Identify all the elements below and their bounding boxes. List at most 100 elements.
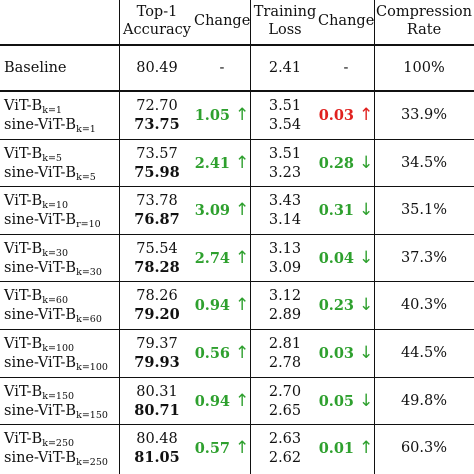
accuracy-change-value: 0.57: [194, 440, 231, 458]
vit-subscript: k=10: [42, 200, 69, 212]
loss-change-arrow-icon: ↓: [359, 152, 374, 173]
sine-vit-name: sine-ViT-B: [4, 164, 77, 181]
sine-vit-name: sine-ViT-B: [4, 450, 77, 467]
sine-vit-accuracy: 76.87: [134, 211, 180, 229]
loss-change-arrow-icon: ↑: [359, 438, 374, 459]
vit-loss: 3.13: [268, 240, 302, 257]
accuracy-change-arrow-icon: ↑: [235, 247, 250, 268]
sine-vit-loss: 2.65: [268, 402, 302, 419]
accuracy-change-value: 3.09: [194, 202, 231, 220]
baseline-loss: 2.41: [268, 60, 302, 76]
vit-loss: 2.70: [268, 383, 302, 400]
vit-name: ViT-B: [4, 98, 43, 114]
accuracy-change-arrow-icon: ↑: [235, 105, 250, 125]
compression-rate: 44.5%: [400, 345, 448, 361]
accuracy-change-arrow-icon: ↑: [235, 152, 250, 173]
sine-vit-model-name: sine-ViT-Bk=250: [4, 449, 108, 467]
vit-model-name: ViT-Bk=5: [4, 145, 62, 163]
vit-subscript: k=30: [42, 247, 69, 259]
sine-vit-accuracy: 79.93: [134, 354, 180, 371]
vit-model-name: ViT-Bk=10: [4, 192, 68, 210]
sine-vit-name: sine-ViT-B: [4, 117, 77, 133]
sine-vit-accuracy: 79.20: [134, 306, 180, 324]
sine-vit-subscript: k=150: [76, 409, 108, 421]
accuracy-change-arrow-icon: ↑: [235, 343, 250, 363]
sine-vit-subscript: k=60: [76, 314, 102, 326]
column-rule-1: [119, 0, 120, 474]
vit-name: ViT-B: [4, 336, 43, 352]
column-rule-3: [374, 0, 375, 474]
compression-rate: 35.1%: [400, 202, 448, 219]
sine-vit-loss: 2.89: [268, 307, 302, 324]
baseline-label: Baseline: [4, 60, 67, 76]
header-comp-line2: Rate: [406, 22, 442, 38]
header-top1-line1: Top-1: [136, 4, 178, 20]
vit-subscript: k=150: [42, 390, 75, 402]
vit-model-name: ViT-Bk=1: [4, 97, 62, 115]
sine-vit-accuracy: 80.71: [134, 401, 180, 419]
sine-vit-model-name: sine-ViT-Bk=150: [4, 402, 108, 420]
loss-change-arrow-icon: ↓: [359, 343, 374, 363]
vit-model-name: ViT-Bk=30: [4, 240, 68, 258]
loss-change-value: 0.03: [318, 345, 355, 362]
header-change-accuracy: Change: [194, 13, 251, 29]
accuracy-change: 2.74 ↑: [194, 249, 250, 268]
vit-loss: 3.12: [268, 288, 302, 305]
accuracy-change-value: 2.41: [194, 154, 231, 172]
loss-change-value: 0.28: [318, 154, 355, 172]
sine-vit-subscript: k=250: [76, 457, 108, 469]
loss-change-arrow-icon: ↓: [359, 200, 374, 221]
vit-subscript: k=1: [42, 105, 62, 116]
vit-accuracy: 73.78: [136, 193, 178, 210]
compression-rate: 40.3%: [400, 297, 448, 314]
vit-name: ViT-B: [4, 383, 43, 400]
header-loss-line1: Training: [253, 4, 317, 20]
sine-vit-name: sine-ViT-B: [4, 259, 77, 276]
header-compression-rate: Compression Rate: [376, 3, 472, 39]
sine-vit-accuracy: 81.05: [134, 449, 180, 467]
sine-vit-model-name: sine-ViT-Bk=1: [4, 116, 96, 134]
loss-change: 0.01 ↑: [318, 439, 374, 458]
sine-vit-model-name: sine-ViT-Bk=5: [4, 164, 96, 182]
vit-subscript: k=100: [42, 343, 75, 354]
compression-rate: 33.9%: [400, 107, 448, 123]
loss-change: 0.23 ↓: [318, 296, 374, 315]
compression-rate: 49.8%: [400, 392, 448, 409]
header-training-loss: Training Loss: [252, 3, 318, 39]
compression-rate: 37.3%: [400, 249, 448, 266]
loss-change: 0.05 ↓: [318, 392, 374, 411]
accuracy-change-arrow-icon: ↑: [235, 200, 250, 221]
sine-vit-accuracy: 75.98: [134, 163, 180, 181]
loss-change-arrow-icon: ↑: [359, 105, 374, 125]
baseline-rule: [0, 90, 474, 92]
loss-change-value: 0.03: [318, 107, 355, 124]
group-rule: [0, 233, 474, 235]
accuracy-change-value: 2.74: [194, 249, 231, 267]
loss-change-value: 0.01: [318, 440, 355, 458]
sine-vit-loss: 3.14: [268, 212, 302, 229]
loss-change: 0.28 ↓: [318, 154, 374, 173]
vit-model-name: ViT-Bk=250: [4, 430, 74, 448]
sine-vit-loss: 3.54: [268, 117, 302, 133]
accuracy-change: 3.09 ↑: [194, 201, 250, 220]
group-rule: [0, 376, 474, 378]
sine-vit-name: sine-ViT-B: [4, 402, 77, 419]
vit-loss: 2.63: [268, 431, 302, 448]
vit-subscript: k=60: [42, 295, 69, 307]
sine-vit-accuracy: 78.28: [134, 258, 180, 276]
header-top1: Top-1 Accuracy: [120, 3, 194, 39]
header-change-loss: Change: [318, 13, 375, 29]
vit-loss: 3.51: [268, 145, 302, 162]
vit-accuracy: 80.31: [136, 383, 178, 400]
column-rule-2: [250, 0, 251, 474]
loss-change-value: 0.05: [318, 392, 355, 410]
sine-vit-subscript: k=30: [76, 266, 102, 278]
sine-vit-subscript: k=5: [76, 171, 96, 183]
accuracy-change: 1.05 ↑: [194, 106, 250, 125]
vit-accuracy: 80.48: [136, 431, 178, 448]
sine-vit-name: sine-ViT-B: [4, 307, 77, 324]
vit-name: ViT-B: [4, 288, 43, 305]
group-rule: [0, 138, 474, 140]
vit-accuracy: 75.54: [136, 240, 178, 257]
baseline-compression-rate: 100%: [403, 60, 445, 76]
